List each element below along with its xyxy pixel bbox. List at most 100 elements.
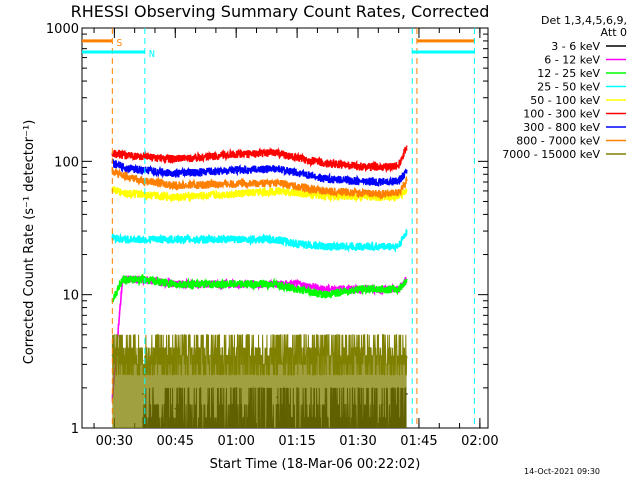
data-point bbox=[405, 145, 408, 147]
y-axis-label: Corrected Count Rate (s⁻¹ detector⁻¹) bbox=[22, 120, 37, 365]
data-point bbox=[235, 238, 237, 241]
data-point bbox=[235, 153, 237, 156]
series-800-7000-kev bbox=[111, 167, 408, 200]
data-point bbox=[174, 358, 177, 360]
data-point bbox=[381, 245, 384, 248]
data-point bbox=[121, 238, 124, 241]
series-line-50-100-kev bbox=[111, 185, 408, 204]
data-point bbox=[121, 278, 124, 281]
data-point bbox=[397, 180, 400, 182]
x-tick-label: 00:45 bbox=[157, 434, 194, 449]
series-25-50-kev bbox=[111, 229, 408, 254]
data-point bbox=[276, 190, 278, 192]
data-point bbox=[121, 363, 124, 366]
x-tick-label: 00:30 bbox=[96, 434, 133, 449]
marker-label: S bbox=[116, 38, 122, 49]
data-point bbox=[357, 245, 359, 248]
data-point bbox=[324, 354, 327, 357]
data-point bbox=[324, 293, 327, 296]
series-line-800-7000-kev bbox=[111, 167, 408, 200]
data-point bbox=[296, 172, 298, 174]
data-point bbox=[141, 278, 144, 281]
data-point bbox=[141, 359, 144, 362]
x-tick-label: 01:15 bbox=[278, 434, 315, 449]
x-tick-label: 02:00 bbox=[461, 434, 498, 449]
series-layer bbox=[111, 145, 408, 429]
data-point bbox=[397, 288, 400, 290]
legend-label-6-12-kev: 6 - 12 keV bbox=[544, 54, 600, 67]
data-point bbox=[405, 169, 408, 172]
legend-header-line-1: Det 1,3,4,5,6,9, bbox=[541, 14, 627, 27]
data-point bbox=[397, 164, 400, 167]
data-point bbox=[174, 196, 177, 198]
data-point bbox=[357, 180, 359, 182]
x-tick-label: 01:45 bbox=[400, 434, 437, 449]
data-point bbox=[276, 354, 278, 357]
data-point bbox=[397, 245, 400, 248]
data-point bbox=[381, 165, 384, 168]
data-point bbox=[296, 185, 298, 188]
data-point bbox=[357, 288, 359, 290]
axes: 1 10 100 1000 00:30 00:45 01:00 01:15 01:30 01:45… bbox=[46, 22, 499, 449]
data-point bbox=[405, 190, 408, 192]
data-point bbox=[276, 167, 278, 170]
data-point bbox=[276, 182, 278, 184]
data-point bbox=[141, 169, 144, 171]
data-point bbox=[405, 230, 408, 232]
data-point bbox=[121, 192, 124, 194]
data-point bbox=[381, 193, 384, 195]
data-point bbox=[405, 179, 408, 182]
data-point bbox=[174, 158, 177, 160]
series-line-300-800-kev bbox=[111, 159, 408, 187]
data-point bbox=[324, 190, 327, 192]
legend-label-7000-15000-kev: 7000 - 15000 keV bbox=[502, 148, 600, 161]
data-point bbox=[121, 174, 124, 177]
legend-label-25-50-kev: 25 - 50 keV bbox=[537, 81, 600, 94]
data-point bbox=[296, 243, 298, 245]
data-point bbox=[141, 238, 144, 241]
data-point bbox=[405, 356, 408, 358]
x-tick-label: 01:30 bbox=[339, 434, 376, 449]
legend-label-300-800-kev: 300 - 800 keV bbox=[523, 121, 600, 134]
data-point bbox=[296, 157, 298, 159]
data-point bbox=[235, 193, 237, 195]
series-line-100-300-kev bbox=[111, 146, 408, 174]
x-axis-label: Start Time (18-Mar-06 00:22:02) bbox=[210, 457, 421, 472]
chart-title: RHESSI Observing Summary Count Rates, Co… bbox=[71, 2, 490, 21]
data-point bbox=[235, 283, 237, 285]
y-tick-label: 1 bbox=[71, 422, 79, 437]
data-point bbox=[121, 166, 124, 169]
data-point bbox=[405, 278, 408, 281]
data-point bbox=[235, 182, 237, 185]
legend-label-50-100-kev: 50 - 100 keV bbox=[530, 94, 600, 107]
data-point bbox=[381, 359, 384, 362]
marker-layer: SN bbox=[82, 28, 475, 428]
legend-header-line-2: Att 0 bbox=[601, 26, 627, 39]
data-point bbox=[296, 283, 298, 285]
data-point bbox=[397, 192, 400, 194]
data-point bbox=[174, 283, 177, 285]
data-point bbox=[174, 172, 177, 175]
legend-label-800-7000-kev: 800 - 7000 keV bbox=[516, 135, 600, 148]
data-point bbox=[121, 153, 124, 156]
data-point bbox=[141, 194, 144, 196]
footer-date: 14-Oct-2021 09:30 bbox=[524, 467, 600, 476]
data-point bbox=[324, 245, 327, 248]
data-point bbox=[296, 356, 298, 358]
data-point bbox=[174, 238, 177, 241]
data-point bbox=[276, 238, 278, 241]
marker-label: N bbox=[149, 49, 155, 60]
data-point bbox=[276, 151, 278, 154]
data-point bbox=[141, 156, 144, 158]
data-point bbox=[324, 177, 327, 180]
data-point bbox=[141, 179, 144, 182]
legend-label-100-300-kev: 100 - 300 keV bbox=[523, 108, 600, 121]
data-point bbox=[235, 353, 237, 355]
y-tick-label: 10 bbox=[62, 289, 79, 304]
legend-label-12-25-kev: 12 - 25 keV bbox=[537, 67, 600, 80]
y-tick-label: 100 bbox=[54, 155, 79, 170]
data-point bbox=[324, 195, 327, 197]
series-line-25-50-kev bbox=[111, 229, 408, 254]
